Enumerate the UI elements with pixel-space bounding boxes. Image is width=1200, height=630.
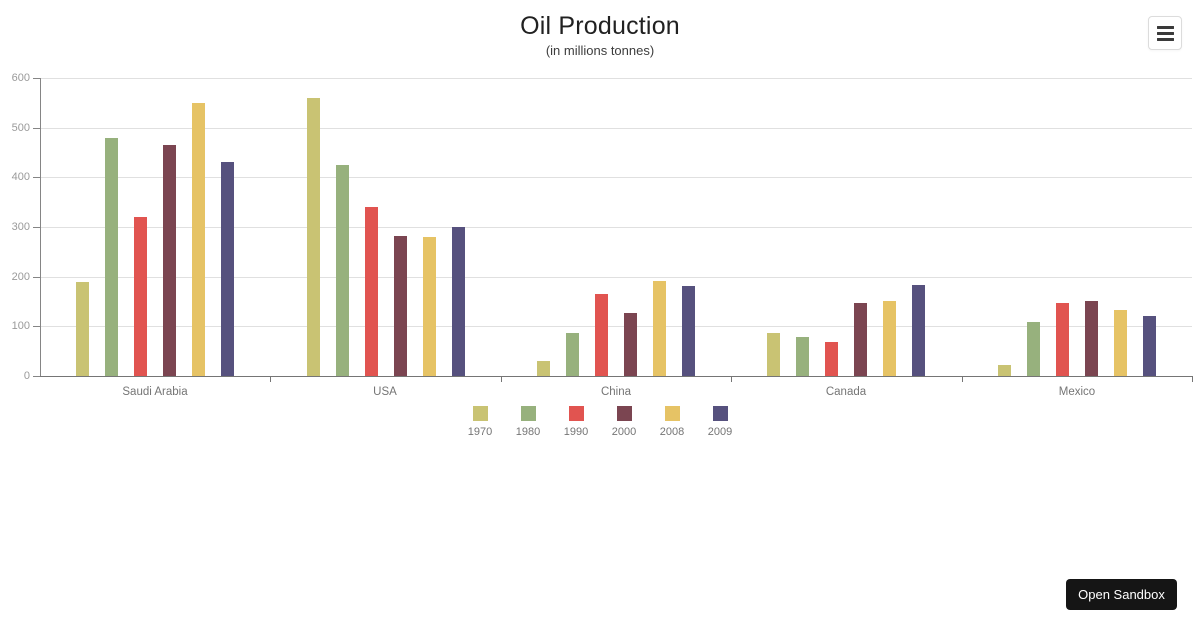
- open-sandbox-button[interactable]: Open Sandbox: [1066, 579, 1177, 610]
- bar[interactable]: [1143, 316, 1156, 376]
- x-axis-tick: [270, 376, 271, 382]
- x-axis-label: China: [600, 386, 632, 398]
- bar[interactable]: [998, 365, 1011, 376]
- bar[interactable]: [825, 342, 838, 376]
- chart-subtitle: (in millions tonnes): [545, 43, 655, 58]
- y-axis-label: 600: [11, 72, 30, 84]
- legend-item[interactable]: 2000: [611, 406, 638, 438]
- bar[interactable]: [566, 333, 579, 376]
- y-gridline: [40, 277, 1192, 278]
- bar[interactable]: [883, 301, 896, 376]
- y-axis-label: 100: [11, 320, 30, 332]
- y-axis-line: [40, 78, 41, 376]
- bar[interactable]: [854, 303, 867, 376]
- legend-label: 1990: [563, 426, 589, 438]
- bar[interactable]: [796, 337, 809, 376]
- bar[interactable]: [423, 237, 436, 376]
- x-axis-label: Canada: [825, 386, 867, 398]
- x-axis-label: USA: [373, 386, 397, 398]
- x-axis-label: Saudi Arabia: [122, 386, 188, 398]
- bar[interactable]: [307, 98, 320, 376]
- y-axis-tick: [33, 277, 40, 278]
- legend-swatch-icon: [568, 406, 584, 421]
- y-axis-label: 400: [11, 171, 30, 183]
- y-gridline: [40, 227, 1192, 228]
- hamburger-icon: [1156, 25, 1174, 41]
- bar[interactable]: [192, 103, 205, 376]
- legend-item[interactable]: 1980: [515, 406, 542, 438]
- legend-label: 1980: [515, 426, 541, 438]
- bar[interactable]: [595, 294, 608, 376]
- bar[interactable]: [394, 236, 407, 376]
- x-axis-tick: [1192, 376, 1193, 382]
- bar[interactable]: [336, 165, 349, 376]
- x-axis-tick: [731, 376, 732, 382]
- x-axis-line: [40, 376, 1192, 377]
- x-axis-label: Mexico: [1058, 386, 1096, 398]
- x-axis-tick: [962, 376, 963, 382]
- legend-item[interactable]: 2009: [707, 406, 734, 438]
- y-axis-tick: [33, 227, 40, 228]
- y-gridline: [40, 78, 1192, 79]
- legend-label: 2009: [707, 426, 733, 438]
- menu-button[interactable]: [1148, 16, 1182, 50]
- bar[interactable]: [365, 207, 378, 376]
- bar[interactable]: [452, 227, 465, 376]
- legend-item[interactable]: 1970: [467, 406, 494, 438]
- bar[interactable]: [1085, 301, 1098, 376]
- bar[interactable]: [163, 145, 176, 376]
- y-gridline: [40, 128, 1192, 129]
- bar[interactable]: [105, 138, 118, 376]
- y-axis-label: 500: [11, 122, 30, 134]
- bar[interactable]: [1027, 322, 1040, 376]
- legend-label: 2000: [611, 426, 637, 438]
- y-axis-tick: [33, 177, 40, 178]
- y-axis-tick: [33, 128, 40, 129]
- bar[interactable]: [537, 361, 550, 376]
- chart-title: Oil Production: [520, 12, 680, 40]
- legend-swatch-icon: [472, 406, 488, 421]
- x-axis-tick: [501, 376, 502, 382]
- bar[interactable]: [682, 286, 695, 376]
- bar[interactable]: [653, 281, 666, 376]
- legend-swatch-icon: [616, 406, 632, 421]
- legend-item[interactable]: 2008: [659, 406, 686, 438]
- bar[interactable]: [1114, 310, 1127, 376]
- chart-legend: 1970 1980 1990 2000 2008 2009: [0, 406, 1200, 438]
- bar[interactable]: [912, 285, 925, 376]
- y-gridline: [40, 177, 1192, 178]
- bar[interactable]: [1056, 303, 1069, 376]
- y-axis-tick: [33, 78, 40, 79]
- bar[interactable]: [76, 282, 89, 376]
- y-axis-label: 300: [11, 221, 30, 233]
- legend-swatch-icon: [712, 406, 728, 421]
- bar[interactable]: [624, 313, 637, 376]
- legend-swatch-icon: [664, 406, 680, 421]
- y-axis-label: 200: [11, 271, 30, 283]
- legend-label: 2008: [659, 426, 685, 438]
- y-axis-tick: [33, 326, 40, 327]
- bar[interactable]: [221, 162, 234, 376]
- bar[interactable]: [134, 217, 147, 376]
- bar[interactable]: [767, 333, 780, 376]
- legend-label: 1970: [467, 426, 493, 438]
- y-axis-label: 0: [23, 370, 30, 382]
- legend-swatch-icon: [520, 406, 536, 421]
- y-axis-tick: [33, 376, 40, 377]
- legend-item[interactable]: 1990: [563, 406, 590, 438]
- y-gridline: [40, 326, 1192, 327]
